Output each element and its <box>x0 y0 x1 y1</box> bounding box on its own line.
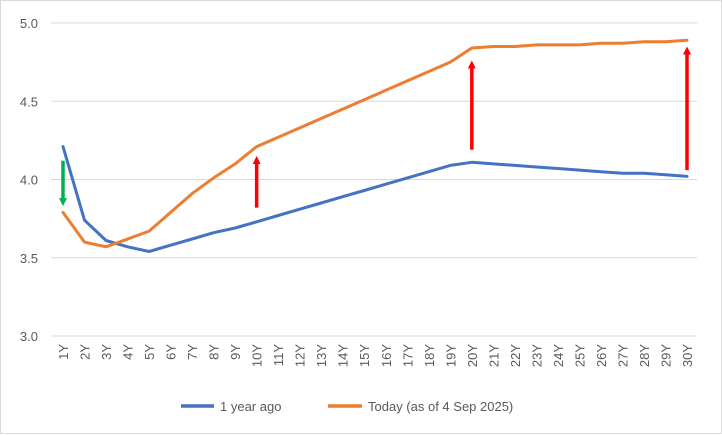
x-tick-label: 13Y <box>314 344 329 367</box>
x-tick-label: 23Y <box>529 344 544 367</box>
x-tick-label: 24Y <box>551 344 566 367</box>
x-tick-label: 20Y <box>465 344 480 367</box>
legend-label-1-year-ago: 1 year ago <box>220 399 281 414</box>
x-tick-label: 26Y <box>594 344 609 367</box>
x-tick-label: 11Y <box>271 344 286 366</box>
x-tick-label: 19Y <box>443 344 458 367</box>
legend: 1 year ago Today (as of 4 Sep 2025) <box>181 399 513 414</box>
annotation-arrow-1 <box>252 156 261 208</box>
x-tick-label: 27Y <box>615 344 630 367</box>
x-tick-label: 28Y <box>637 344 652 367</box>
x-tick-label: 3Y <box>99 344 114 360</box>
x-tick-label: 10Y <box>250 344 265 367</box>
x-tick-label: 6Y <box>164 344 179 360</box>
y-tick-label: 5.0 <box>20 16 38 31</box>
arrow-head <box>59 198 67 207</box>
x-tick-label: 30Y <box>680 344 695 367</box>
legend-label-today: Today (as of 4 Sep 2025) <box>368 399 513 414</box>
x-axis: 1Y 2Y 3Y 4Y 5Y 6Y 7Y 8Y 9Y 10Y 11Y 12Y 13Y 14Y 15Y 16Y 1… <box>56 344 695 367</box>
annotation-arrow-2 <box>467 60 476 150</box>
series-line-0 <box>61 145 689 253</box>
x-tick-label: 2Y <box>78 344 93 360</box>
gridlines <box>51 22 697 337</box>
x-tick-label: 29Y <box>658 344 673 367</box>
x-tick-label: 7Y <box>185 344 200 360</box>
series-line-1 <box>61 38 689 249</box>
y-tick-label: 4.0 <box>20 173 38 188</box>
x-tick-label: 9Y <box>228 344 243 360</box>
x-tick-label: 14Y <box>336 344 351 367</box>
annotation-arrows <box>59 46 691 208</box>
arrow-head <box>683 46 691 55</box>
series-lines <box>61 38 689 253</box>
arrow-head <box>252 156 261 165</box>
x-tick-label: 5Y <box>142 344 157 360</box>
annotation-arrow-3 <box>683 46 691 171</box>
x-tick-label: 12Y <box>293 344 308 367</box>
x-tick-label: 1Y <box>56 344 71 360</box>
annotation-arrow-0 <box>59 160 67 207</box>
x-tick-label: 8Y <box>207 344 222 360</box>
x-tick-label: 25Y <box>572 344 587 367</box>
x-tick-label: 17Y <box>400 344 415 367</box>
x-tick-label: 4Y <box>121 344 136 360</box>
y-tick-label: 3.5 <box>20 251 38 266</box>
x-tick-label: 16Y <box>379 344 394 367</box>
y-tick-label: 3.0 <box>20 329 38 344</box>
x-tick-label: 15Y <box>357 344 372 367</box>
x-tick-label: 21Y <box>486 344 501 367</box>
y-tick-label: 4.5 <box>20 94 38 109</box>
x-tick-label: 22Y <box>508 344 523 367</box>
arrow-head <box>467 60 476 69</box>
x-tick-label: 18Y <box>422 344 437 367</box>
y-axis: 3.0 3.5 4.0 4.5 5.0 <box>20 16 38 344</box>
